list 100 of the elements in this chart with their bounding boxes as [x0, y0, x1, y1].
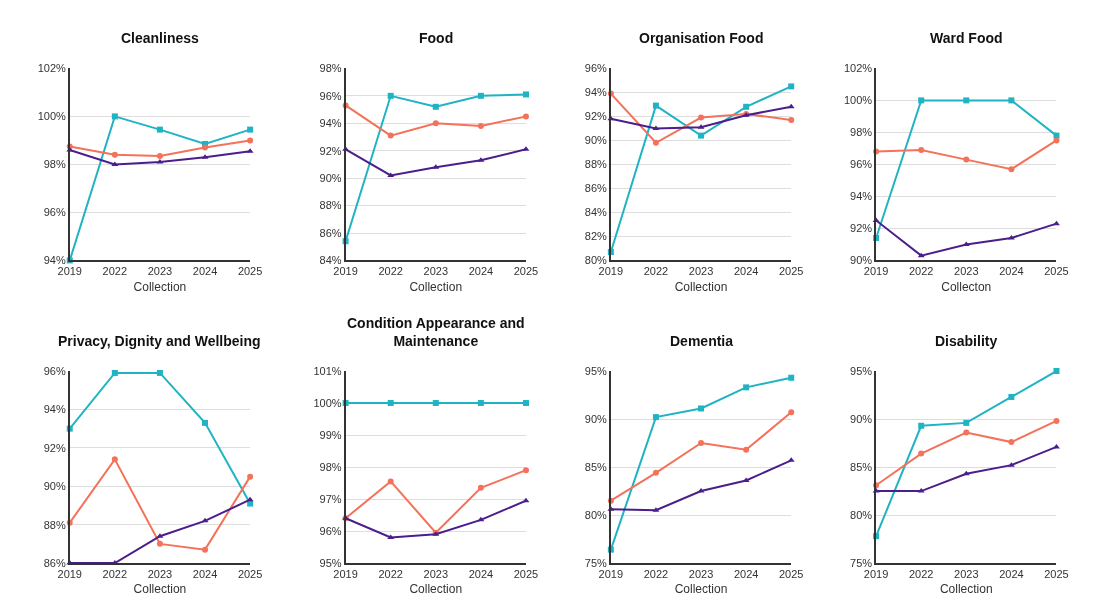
- chart-title: Condition Appearance and Maintenance: [347, 315, 525, 350]
- x-tick-label: 2022: [908, 265, 934, 278]
- y-tick-label: 96%: [43, 364, 66, 377]
- x-tick-label: 2019: [333, 265, 358, 278]
- x-tick-label: 2024: [468, 568, 494, 581]
- y-tick-label: 94%: [43, 403, 66, 416]
- x-axis-title: Collection: [674, 582, 728, 597]
- chart-title: Privacy, Dignity and Wellbeing: [58, 333, 261, 349]
- x-tick-label: 2022: [102, 568, 128, 581]
- y-tick-label: 100%: [844, 94, 873, 107]
- x-tick-label: 2023: [423, 568, 449, 581]
- x-tick-label: 2024: [733, 265, 759, 278]
- x-axis-title: Collection: [674, 279, 728, 294]
- x-tick-label: 2025: [513, 265, 539, 278]
- y-tick-label: 90%: [850, 412, 873, 425]
- y-tick-label: 95%: [319, 556, 342, 569]
- y-tick-label: 94%: [584, 86, 608, 99]
- x-axis-title: Collection: [133, 582, 187, 597]
- x-tick-label: 2025: [778, 568, 804, 581]
- x-axis-title: Collection: [939, 582, 993, 597]
- y-tick-label: 85%: [850, 460, 873, 473]
- x-tick-label: 2023: [954, 265, 979, 278]
- x-tick-label: 2023: [688, 265, 714, 278]
- x-tick-label: 2019: [863, 568, 889, 581]
- y-tick-label: 98%: [43, 158, 66, 171]
- y-tick-label: 96%: [319, 524, 342, 537]
- y-tick-label: 90%: [43, 480, 66, 493]
- x-tick-label: 2025: [1044, 265, 1069, 278]
- y-tick-label: 80%: [584, 508, 608, 521]
- x-tick-label: 2024: [733, 568, 759, 581]
- y-tick-label: 80%: [584, 254, 608, 267]
- y-tick-label: 94%: [43, 254, 66, 267]
- y-tick-label: 90%: [850, 254, 873, 267]
- chart-title: Ward Food: [930, 30, 1003, 46]
- y-tick-label: 84%: [584, 206, 608, 219]
- x-tick-label: 2022: [908, 568, 934, 581]
- chart-title: Cleanliness: [121, 30, 200, 46]
- x-tick-label: 2024: [468, 265, 494, 278]
- y-tick-label: 84%: [319, 254, 342, 267]
- x-tick-label: 2025: [237, 568, 263, 581]
- chart-title: Disability: [935, 333, 998, 349]
- y-tick-label: 102%: [37, 62, 67, 75]
- x-tick-label: 2024: [999, 568, 1024, 581]
- x-tick-label: 2023: [954, 568, 979, 581]
- x-tick-label: 2025: [513, 568, 539, 581]
- y-tick-label: 96%: [850, 158, 873, 171]
- y-tick-label: 96%: [584, 62, 608, 75]
- y-tick-label: 75%: [584, 556, 608, 569]
- y-tick-label: 98%: [319, 62, 342, 75]
- y-tick-label: 95%: [584, 364, 608, 377]
- x-tick-label: 2019: [598, 265, 624, 278]
- x-tick-label: 2019: [57, 265, 82, 278]
- y-tick-label: 85%: [584, 460, 608, 473]
- y-tick-label: 86%: [43, 556, 66, 569]
- x-tick-label: 2019: [333, 568, 358, 581]
- x-tick-label: 2025: [237, 265, 263, 278]
- x-tick-label: 2023: [147, 265, 173, 278]
- y-tick-label: 90%: [584, 134, 608, 147]
- y-tick-label: 98%: [850, 126, 873, 139]
- x-tick-label: 2023: [688, 568, 714, 581]
- y-tick-label: 98%: [319, 460, 342, 473]
- y-tick-label: 96%: [43, 206, 66, 219]
- y-tick-label: 82%: [584, 230, 608, 243]
- chart-title: Dementia: [670, 333, 734, 349]
- y-tick-label: 86%: [319, 226, 342, 239]
- y-tick-label: 92%: [43, 441, 66, 454]
- y-tick-label: 102%: [844, 62, 873, 75]
- y-tick-label: 94%: [319, 117, 342, 130]
- x-tick-label: 2019: [598, 568, 624, 581]
- x-tick-label: 2019: [863, 265, 889, 278]
- y-tick-label: 92%: [319, 144, 342, 157]
- x-tick-label: 2023: [147, 568, 173, 581]
- x-tick-label: 2022: [102, 265, 128, 278]
- y-tick-label: 92%: [850, 222, 873, 235]
- y-tick-label: 80%: [850, 508, 873, 521]
- y-tick-label: 94%: [850, 190, 873, 203]
- y-tick-label: 75%: [850, 556, 873, 569]
- x-axis-title: Collection: [409, 582, 463, 597]
- x-axis-title: Collection: [409, 279, 463, 294]
- y-tick-label: 92%: [584, 110, 608, 123]
- x-tick-label: 2022: [643, 568, 669, 581]
- x-tick-label: 2023: [423, 265, 449, 278]
- x-tick-label: 2025: [1044, 568, 1069, 581]
- y-tick-label: 90%: [584, 412, 608, 425]
- y-tick-label: 86%: [584, 182, 608, 195]
- x-tick-label: 2025: [778, 265, 804, 278]
- x-tick-label: 2024: [999, 265, 1024, 278]
- x-tick-label: 2022: [378, 265, 403, 278]
- y-tick-label: 90%: [319, 171, 342, 184]
- x-tick-label: 2024: [192, 568, 218, 581]
- y-tick-label: 95%: [850, 364, 873, 377]
- y-tick-label: 97%: [319, 492, 342, 505]
- y-tick-label: 101%: [313, 364, 342, 377]
- x-axis-title: Collecton: [941, 279, 992, 294]
- x-axis-title: Collection: [133, 279, 187, 294]
- y-tick-label: 100%: [313, 396, 342, 409]
- chart-title: Organisation Food: [639, 30, 764, 46]
- y-tick-label: 88%: [43, 518, 66, 531]
- x-tick-label: 2022: [643, 265, 669, 278]
- x-tick-label: 2024: [192, 265, 218, 278]
